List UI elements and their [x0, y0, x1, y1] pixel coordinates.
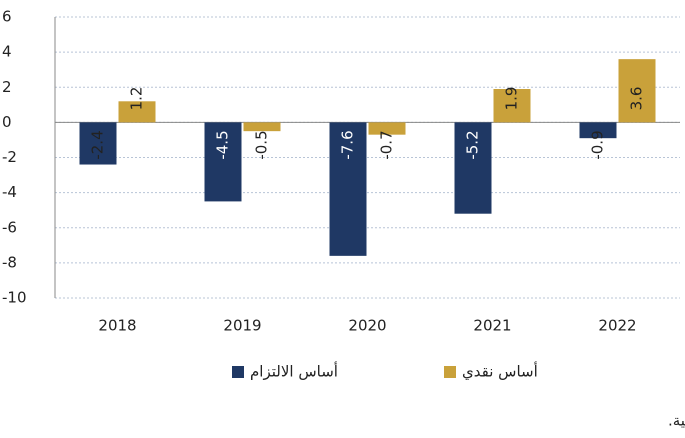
y-tick-label: 6 — [2, 8, 12, 26]
value-label: 3.6 — [628, 87, 646, 111]
bar — [118, 101, 156, 123]
bar — [204, 122, 242, 202]
y-tick-label: -8 — [2, 253, 17, 271]
x-tick-label: 2021 — [473, 317, 511, 335]
legend-swatch — [232, 366, 244, 378]
x-tick-label: 2018 — [98, 317, 136, 335]
value-label: 1.9 — [503, 87, 521, 111]
x-tick-label: 2022 — [598, 317, 636, 335]
y-tick-label: -10 — [2, 289, 27, 307]
x-tick-label: 2020 — [348, 317, 386, 335]
value-label: -0.9 — [589, 130, 607, 159]
legend-swatch — [444, 366, 456, 378]
y-tick-label: -2 — [2, 148, 17, 166]
y-tick-label: 0 — [2, 113, 12, 131]
bar — [618, 59, 656, 123]
y-tick-label: -4 — [2, 183, 17, 201]
legend-label: أساس الالتزام — [250, 362, 338, 381]
legend-label: أساس نقدي — [462, 362, 538, 382]
y-tick-label: 4 — [2, 43, 12, 61]
source-note: المصدر: قاعدة بيانات وزارة المالية. — [668, 412, 685, 430]
bar — [243, 122, 281, 132]
value-label: -2.4 — [89, 130, 107, 159]
y-tick-label: 2 — [2, 78, 12, 96]
bar — [454, 122, 492, 214]
value-label: -0.5 — [253, 130, 271, 159]
y-tick-label: -6 — [2, 218, 17, 236]
bar — [79, 122, 117, 165]
bar — [368, 122, 406, 135]
x-tick-label: 2019 — [223, 317, 261, 335]
value-label: -5.2 — [464, 130, 482, 159]
bar — [493, 89, 531, 123]
bar — [329, 122, 367, 256]
value-label: -7.6 — [339, 130, 357, 159]
bar — [579, 122, 617, 139]
value-label: -0.7 — [378, 130, 396, 159]
value-label: -4.5 — [214, 130, 232, 159]
value-label: 1.2 — [128, 87, 146, 111]
